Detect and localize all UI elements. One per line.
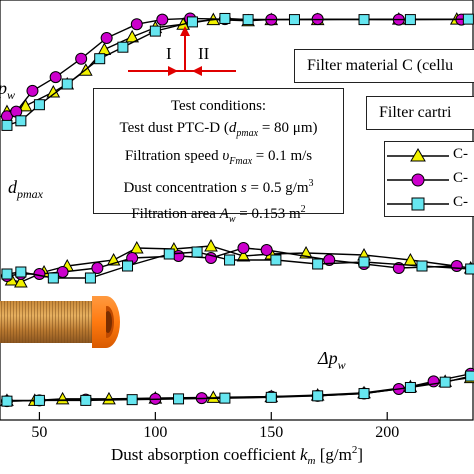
data-point-square [404,381,416,393]
data-point-square [84,272,96,284]
data-point-square [270,254,282,266]
conditions-line-2: Filtration speed υFmax = 0.1 m/s [124,148,313,167]
data-point-square [358,388,370,400]
data-point-square [219,12,231,24]
x-tick-label: 200 [375,424,399,441]
data-point-square [312,258,324,270]
data-point-square [242,14,254,26]
data-point-circle [100,32,113,44]
data-point-square [1,119,13,131]
data-point-circle [237,242,250,254]
conditions-line-1: Test dust PTC-D (dpmax = 80 μm) [119,120,318,139]
data-point-triangle [204,238,218,252]
data-point-square [117,41,129,53]
data-point-circle [130,18,143,31]
data-point-triangle [14,274,28,288]
data-point-triangle [129,240,144,254]
data-point-square [465,263,474,275]
data-point-square [1,395,13,407]
data-point-square [122,260,134,272]
data-point-square [149,25,161,37]
data-point-circle [75,52,88,65]
data-point-circle [26,84,39,97]
data-point-triangle [206,390,221,403]
conditions-line-4: Filtration area Aw = 0.153 m2 [131,204,306,225]
data-point-square [47,272,59,284]
data-point-triangle [97,42,112,55]
data-point-square [33,99,45,111]
filter-material-box: Filter material C (cellu [294,49,474,83]
data-point-circle [33,268,46,280]
data-point-square [186,16,198,28]
data-point-circle [91,262,104,274]
filter-cartridge-box: Filter cartri [366,96,474,130]
conditions-line-3: Dust concentration s = 0.5 g/m3 [123,178,314,196]
data-point-square [15,266,27,278]
data-point-square [126,394,138,406]
label-pw-top: pw [0,78,15,102]
data-point-triangle [236,248,251,262]
data-point-triangle [55,391,70,405]
x-tick-label: 100 [143,424,167,441]
data-point-square [191,246,203,258]
data-point-square [61,78,73,90]
legend-swatch-square [387,197,449,211]
data-point-square [173,393,185,405]
data-point-triangle [102,391,116,405]
data-point-square [416,260,428,272]
data-point-circle [156,13,169,26]
data-point-triangle [18,98,33,112]
data-point-circle [427,375,440,388]
data-point-square [94,53,106,65]
data-point-square [465,370,474,382]
conditions-heading: Test conditions: [170,98,267,114]
label-dpmax: dpmax [8,177,44,201]
series-layer [0,12,474,408]
legend-swatch-triangle [387,148,449,162]
data-point-square [33,394,45,406]
x-tick-label: 50 [31,424,47,441]
data-point-square [358,14,370,26]
data-point-square [224,254,236,266]
legend-item-3: C- [385,192,474,216]
data-point-square [265,391,277,403]
data-point-square [15,115,27,127]
zone-1-label: I [166,44,172,63]
data-point-circle [49,71,62,84]
data-point-square [312,390,324,402]
data-point-square [288,14,300,26]
data-point-square [439,376,451,388]
x-ticks: 50 100 150 200 [31,412,399,441]
data-point-square [462,13,474,25]
series-line-3-bottom [6,375,471,402]
legend: C- C- C- [384,141,474,217]
legend-swatch-circle [387,173,449,187]
data-point-square [163,248,175,260]
x-tick-label: 150 [259,424,283,441]
zone-divider [128,26,236,76]
label-dpw: Δpw [317,348,346,372]
data-point-square [80,394,92,406]
test-conditions-box: Test conditions: Test dust PTC-D (dpmax … [93,88,344,225]
data-point-square [358,256,370,268]
data-point-circle [260,244,273,256]
x-axis-label: Dust absorption coefficient km [g/m2] [111,444,363,467]
filter-cartridge-image [0,296,120,348]
legend-item-1: C- [385,144,474,168]
data-point-square [219,392,231,404]
legend-item-2: C- [385,168,474,192]
data-point-circle [450,260,463,272]
data-point-square [404,14,416,26]
zone-2-label: II [198,44,210,63]
data-point-square [1,268,13,280]
